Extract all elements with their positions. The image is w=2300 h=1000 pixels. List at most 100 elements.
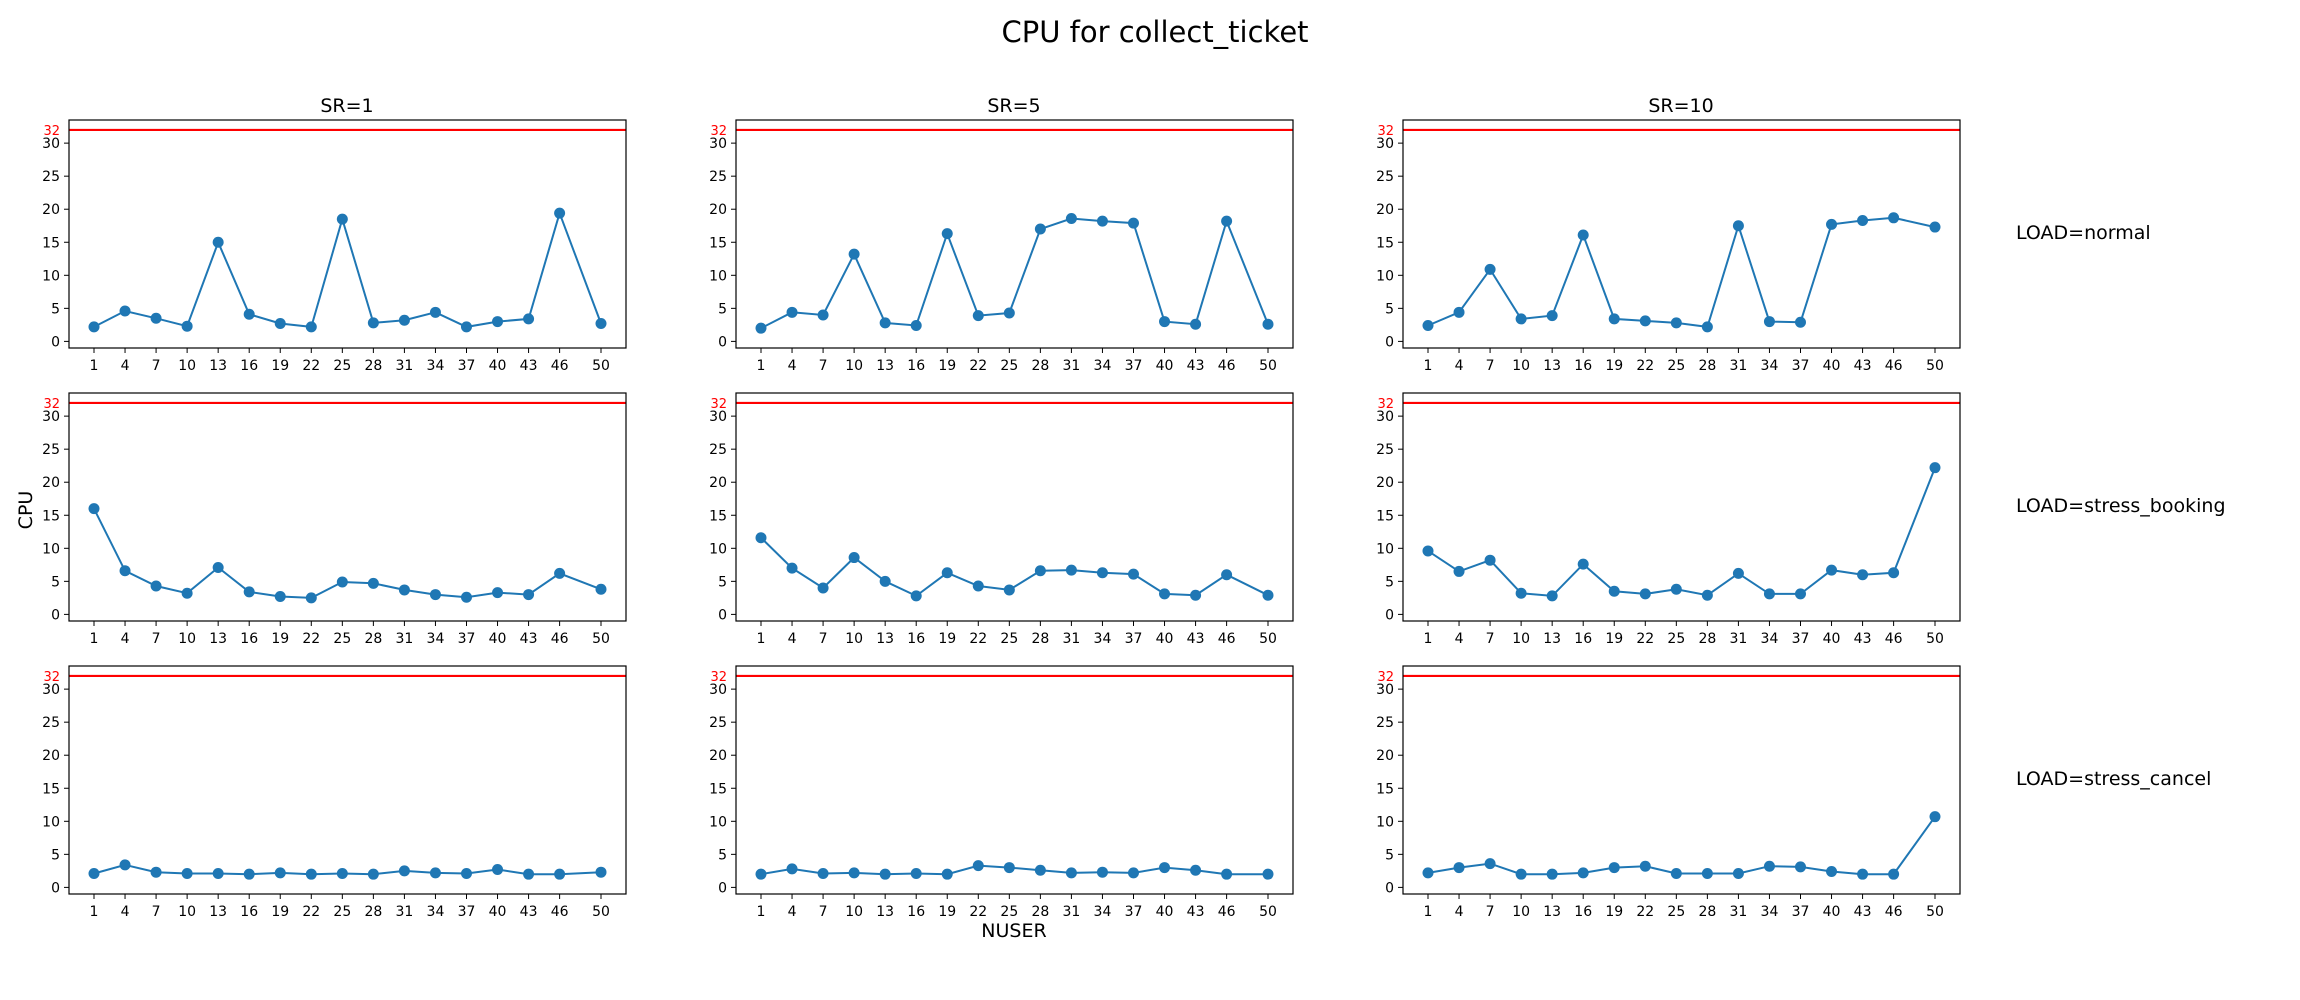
x-tick-label: 43	[1854, 358, 1872, 374]
data-point	[1639, 588, 1651, 600]
x-tick-label: 40	[1823, 904, 1841, 920]
data-point	[398, 314, 410, 326]
row-label-normal: LOAD=normal	[2016, 222, 2151, 244]
y-tick-label: 30	[1376, 136, 1394, 152]
x-tick-label: 31	[1062, 631, 1080, 647]
data-point	[88, 868, 100, 880]
x-tick-label: 40	[489, 358, 507, 374]
x-tick-label: 1	[757, 631, 766, 647]
data-point	[181, 868, 193, 880]
x-tick-label: 1	[1424, 631, 1433, 647]
data-point	[972, 580, 984, 592]
y-tick-label: 25	[1376, 442, 1394, 458]
data-point	[1127, 867, 1139, 879]
x-tick-label: 7	[152, 358, 161, 374]
y-tick-label: 30	[709, 682, 727, 698]
x-tick-label: 37	[1792, 904, 1810, 920]
x-tick-label: 25	[333, 631, 351, 647]
data-point	[1639, 860, 1651, 872]
data-point	[243, 308, 255, 320]
data-point	[460, 321, 472, 333]
x-tick-label: 4	[121, 904, 130, 920]
x-tick-label: 1	[757, 358, 766, 374]
axes-frame	[735, 119, 1294, 349]
y-tick-label: 20	[1376, 475, 1394, 491]
data-point	[1034, 565, 1046, 577]
data-point	[398, 584, 410, 596]
data-point	[1262, 868, 1274, 880]
y-tick-label: 10	[709, 541, 727, 557]
x-tick-label: 40	[1156, 358, 1174, 374]
x-tick-label: 7	[1486, 358, 1495, 374]
x-tick-label: 13	[1543, 358, 1561, 374]
x-tick-label: 50	[1926, 358, 1944, 374]
threshold-tick-label: 32	[1377, 124, 1394, 139]
y-tick-label: 30	[709, 136, 727, 152]
x-tick-label: 34	[1761, 904, 1779, 920]
data-point	[492, 864, 504, 876]
x-tick-label: 13	[1543, 904, 1561, 920]
data-point	[786, 863, 798, 875]
x-tick-label: 19	[271, 631, 289, 647]
data-point	[1221, 868, 1233, 880]
x-tick-label: 7	[152, 631, 161, 647]
y-tick-label: 25	[42, 442, 60, 458]
data-point	[972, 860, 984, 872]
x-tick-label: 34	[1094, 358, 1112, 374]
x-tick-label: 37	[1792, 631, 1810, 647]
data-point	[523, 589, 535, 601]
y-tick-label: 10	[42, 541, 60, 557]
x-tick-label: 34	[427, 904, 445, 920]
panel-stress-booking-sr5: 32 0 5 10 15 20 25 30 1 4 7 10 13 16 19 22 25 28 31 34 37 40 4…	[709, 392, 1294, 647]
x-tick-label: 31	[1729, 358, 1747, 374]
x-tick-label: 13	[209, 631, 227, 647]
x-tick-label: 19	[271, 358, 289, 374]
x-tick-label: 25	[1000, 631, 1018, 647]
x-tick-label: 19	[938, 904, 956, 920]
x-tick-label: 10	[845, 358, 863, 374]
column-title-sr1: SR=1	[320, 95, 373, 117]
x-tick-label: 16	[1574, 631, 1592, 647]
x-tick-label: 7	[819, 631, 828, 647]
x-tick-label: 4	[121, 631, 130, 647]
data-point	[1794, 316, 1806, 328]
x-tick-label: 4	[788, 904, 797, 920]
x-tick-label: 40	[1156, 631, 1174, 647]
x-tick-label: 34	[427, 358, 445, 374]
x-tick-label: 16	[907, 904, 925, 920]
x-tick-label: 31	[395, 631, 413, 647]
data-point	[595, 583, 607, 595]
data-point	[1608, 862, 1620, 874]
x-tick-label: 19	[938, 358, 956, 374]
data-point	[972, 310, 984, 322]
x-tick-label: 1	[90, 358, 99, 374]
data-point	[1159, 588, 1171, 600]
y-tick-label: 30	[1376, 409, 1394, 425]
axes-frame	[735, 392, 1294, 622]
x-tick-label: 19	[271, 904, 289, 920]
x-tick-label: 10	[178, 358, 196, 374]
x-tick-label: 1	[90, 631, 99, 647]
data-point	[1577, 558, 1589, 570]
x-tick-label: 4	[1455, 631, 1464, 647]
y-tick-label: 30	[42, 136, 60, 152]
y-axis-label: CPU	[15, 491, 37, 530]
x-tick-label: 43	[1187, 631, 1205, 647]
y-tick-label: 15	[709, 781, 727, 797]
x-tick-label: 50	[592, 904, 610, 920]
y-tick-label: 10	[709, 814, 727, 830]
x-tick-label: 13	[876, 358, 894, 374]
y-tick-label: 5	[51, 301, 60, 317]
y-tick-label: 25	[1376, 169, 1394, 185]
y-tick-label: 20	[709, 202, 727, 218]
y-tick-label: 15	[42, 781, 60, 797]
x-tick-label: 46	[551, 904, 569, 920]
x-tick-label: 28	[364, 904, 382, 920]
data-point	[88, 503, 100, 515]
y-tick-label: 15	[1376, 508, 1394, 524]
x-tick-label: 10	[845, 904, 863, 920]
y-tick-label: 15	[42, 508, 60, 524]
y-tick-label: 25	[709, 442, 727, 458]
y-tick-label: 0	[718, 334, 727, 350]
x-tick-label: 28	[1698, 358, 1716, 374]
